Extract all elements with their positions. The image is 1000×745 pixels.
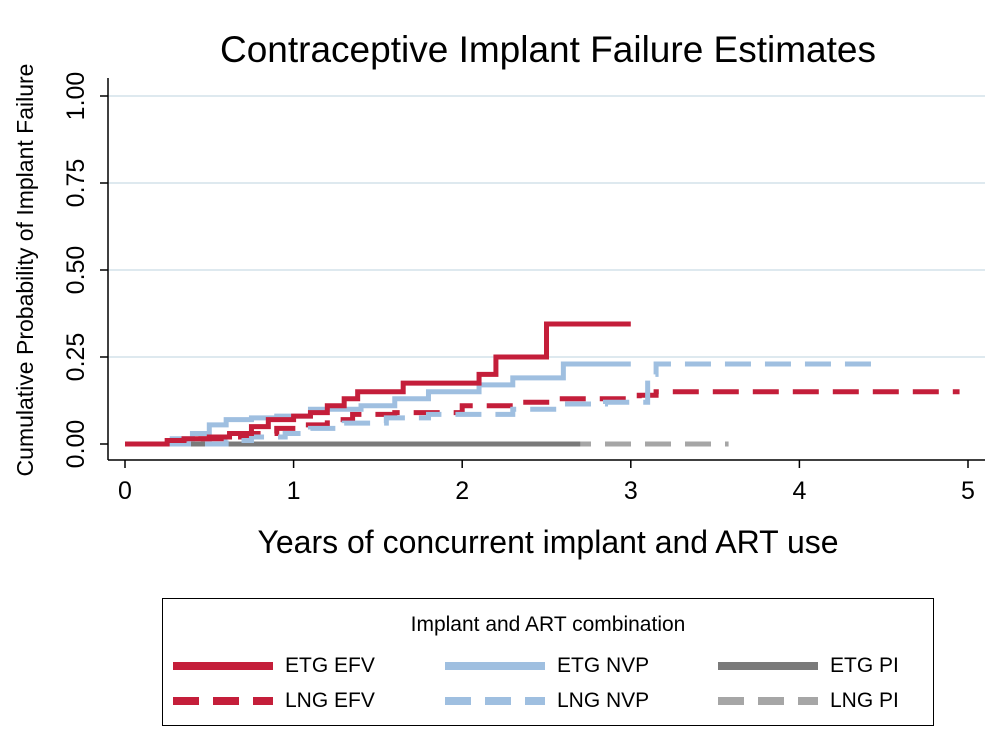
y-tick-label: 0.25 xyxy=(62,333,90,382)
legend-item: LNG NVP xyxy=(445,686,649,716)
legend-label: ETG PI xyxy=(830,654,899,677)
legend-title: Implant and ART combination xyxy=(410,613,686,636)
series-lines xyxy=(125,321,960,447)
legend-label: LNG NVP xyxy=(557,689,650,712)
chart-area: Contraceptive Implant Failure Estimates … xyxy=(12,29,985,560)
x-tick-label: 3 xyxy=(624,477,638,505)
y-tick-label: 1.00 xyxy=(62,72,90,121)
y-axis-label: Cumulative Probability of Implant Failur… xyxy=(12,64,38,477)
y-tick-label: 0.50 xyxy=(62,246,90,295)
legend-item: ETG NVP xyxy=(445,651,649,681)
x-tick-label: 4 xyxy=(792,477,806,505)
legend-label: ETG NVP xyxy=(557,654,650,677)
legend: Implant and ART combination ETG EFV LNG E… xyxy=(162,598,934,726)
legend-item: ETG EFV xyxy=(173,651,375,681)
x-axis-ticks: 0 1 2 3 4 5 xyxy=(118,460,975,505)
legend-item: ETG PI xyxy=(718,651,899,681)
legend-swatch xyxy=(718,697,818,705)
legend-swatch xyxy=(173,697,273,705)
legend-label: LNG PI xyxy=(830,689,899,712)
series-line-lng-nvp xyxy=(125,361,876,447)
legend-item: LNG EFV xyxy=(173,686,375,716)
gridlines xyxy=(108,95,985,358)
legend-label: LNG EFV xyxy=(285,689,375,712)
x-tick-label: 5 xyxy=(961,477,975,505)
legend-item: LNG PI xyxy=(718,686,899,716)
y-tick-label: 0.75 xyxy=(62,159,90,208)
x-tick-label: 1 xyxy=(287,477,301,505)
x-tick-label: 2 xyxy=(455,477,469,505)
legend-swatch xyxy=(445,697,545,705)
legend-label: ETG EFV xyxy=(285,654,375,677)
legend-swatch xyxy=(173,662,273,670)
x-axis-label: Years of concurrent implant and ART use xyxy=(257,524,838,560)
x-tick-label: 0 xyxy=(118,477,132,505)
series-line-etg-nvp xyxy=(125,361,631,447)
y-tick-label: 0.00 xyxy=(62,420,90,469)
legend-swatch xyxy=(718,662,818,670)
legend-swatch xyxy=(445,662,545,670)
y-axis-ticks: 0.00 0.25 0.50 0.75 1.00 xyxy=(62,72,108,469)
series-line-etg-efv xyxy=(125,321,631,447)
chart-title: Contraceptive Implant Failure Estimates xyxy=(220,29,876,70)
